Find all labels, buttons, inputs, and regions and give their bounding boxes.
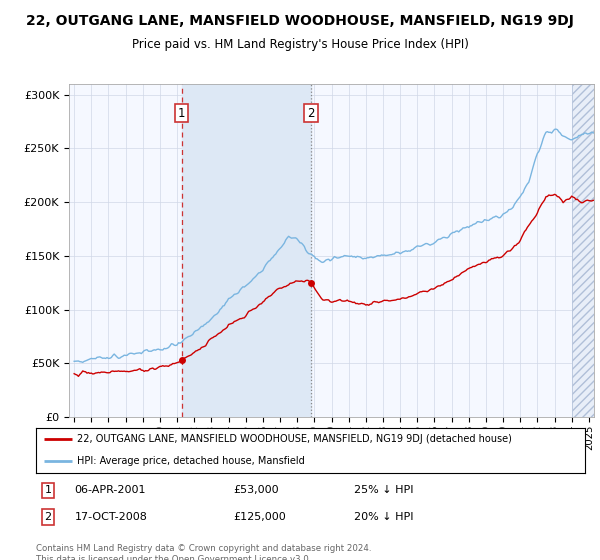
Text: 2: 2 — [44, 512, 52, 522]
Text: 17-OCT-2008: 17-OCT-2008 — [74, 512, 148, 522]
Text: 20% ↓ HPI: 20% ↓ HPI — [355, 512, 414, 522]
Bar — [572, 84, 594, 417]
Text: Contains HM Land Registry data © Crown copyright and database right 2024.
This d: Contains HM Land Registry data © Crown c… — [36, 544, 371, 560]
Text: HPI: Average price, detached house, Mansfield: HPI: Average price, detached house, Mans… — [77, 456, 305, 466]
Text: Price paid vs. HM Land Registry's House Price Index (HPI): Price paid vs. HM Land Registry's House … — [131, 38, 469, 50]
Text: 22, OUTGANG LANE, MANSFIELD WOODHOUSE, MANSFIELD, NG19 9DJ: 22, OUTGANG LANE, MANSFIELD WOODHOUSE, M… — [26, 14, 574, 28]
Text: £125,000: £125,000 — [233, 512, 286, 522]
Text: 22, OUTGANG LANE, MANSFIELD WOODHOUSE, MANSFIELD, NG19 9DJ (detached house): 22, OUTGANG LANE, MANSFIELD WOODHOUSE, M… — [77, 434, 512, 444]
Text: 2: 2 — [307, 106, 314, 119]
Bar — [182, 84, 311, 417]
Text: 1: 1 — [178, 106, 185, 119]
Text: 25% ↓ HPI: 25% ↓ HPI — [355, 486, 414, 496]
Text: 1: 1 — [44, 486, 52, 496]
Text: 06-APR-2001: 06-APR-2001 — [74, 486, 146, 496]
Text: £53,000: £53,000 — [233, 486, 279, 496]
